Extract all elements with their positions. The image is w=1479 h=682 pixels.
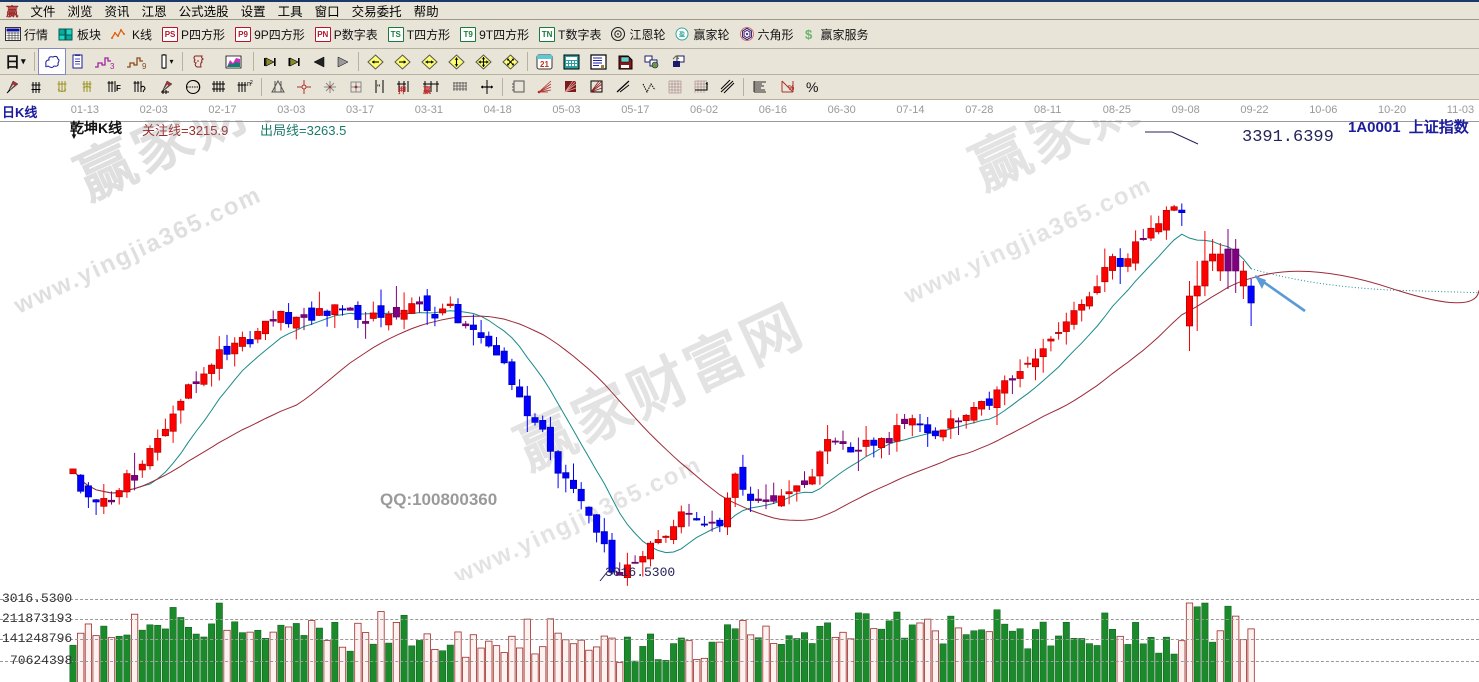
svg-text:盈: 盈	[678, 30, 685, 38]
svg-text:%: %	[788, 85, 795, 92]
svg-text:押: 押	[398, 85, 406, 95]
svg-text:'': ''	[377, 83, 381, 93]
svg-text:3: 3	[110, 62, 115, 70]
svg-text:F: F	[116, 84, 121, 93]
svg-text:9: 9	[142, 62, 147, 70]
svg-text:21: 21	[540, 60, 549, 69]
svg-text:赢: 赢	[423, 85, 431, 95]
svg-text:2: 2	[250, 80, 253, 86]
svg-text:$: $	[805, 27, 813, 42]
